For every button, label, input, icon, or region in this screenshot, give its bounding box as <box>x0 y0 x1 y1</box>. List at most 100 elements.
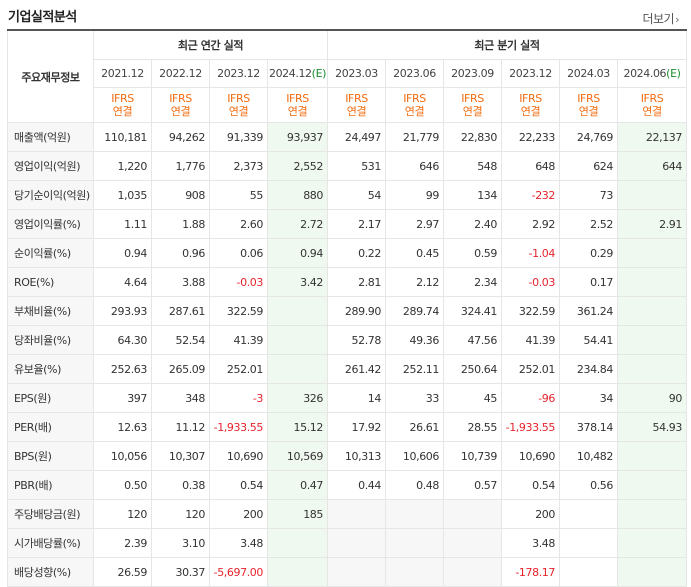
period-label: 2023.12 <box>217 67 260 80</box>
table-cell: 10,482 <box>559 441 618 471</box>
table-row: ROE(%) 4.64 3.88 -0.03 3.42 2.81 2.12 2.34 -0.03… <box>7 267 687 297</box>
row-label[interactable]: 영업이익(억원) <box>7 151 94 181</box>
row-label[interactable]: 유보율(%) <box>7 354 94 384</box>
table-cell: 33 <box>385 383 444 413</box>
table-cell <box>267 296 328 326</box>
row-label[interactable]: 순이익률(%) <box>7 238 94 268</box>
ifrs-label: IFRS <box>640 92 664 105</box>
table-cell: 0.29 <box>559 238 618 268</box>
table-cell: 0.56 <box>559 470 618 500</box>
table-cell: -5,697.00 <box>209 557 268 587</box>
table-cell: 45 <box>443 383 502 413</box>
table-cell: 548 <box>443 151 502 181</box>
group-header-row: 주요재무정보 최근 연간 실적 최근 분기 실적 <box>7 29 687 123</box>
period-label: 2023.03 <box>335 67 378 80</box>
table-cell <box>327 499 386 529</box>
row-label[interactable]: 시가배당률(%) <box>7 528 94 558</box>
table-row: 당기순이익(억원) 1,035 908 55 880 54 99 134 -232 73 <box>7 180 687 210</box>
row-label[interactable]: ROE(%) <box>7 267 94 297</box>
chevron-right-icon: › <box>675 13 679 26</box>
table-cell: 120 <box>151 499 210 529</box>
period-header: 2023.06 <box>385 59 444 88</box>
table-cell: 26.61 <box>385 412 444 442</box>
table-cell <box>617 528 687 558</box>
consolidated-label: 연결 <box>404 105 425 118</box>
table-cell: 252.11 <box>385 354 444 384</box>
period-header: 2024.12(E) <box>267 59 328 88</box>
row-label[interactable]: BPS(원) <box>7 441 94 471</box>
row-label[interactable]: EPS(원) <box>7 383 94 413</box>
table-cell: 4.64 <box>93 267 152 297</box>
table-cell: 0.48 <box>385 470 444 500</box>
table-cell: 200 <box>209 499 268 529</box>
table-cell <box>617 180 687 210</box>
financial-table: 주요재무정보 최근 연간 실적 최근 분기 실적 2021.12 2022.12 2… <box>7 29 687 587</box>
ifrs-label: IFRS <box>111 92 134 105</box>
table-cell: 0.50 <box>93 470 152 500</box>
table-cell: -178.17 <box>501 557 560 587</box>
table-cell: 64.30 <box>93 325 152 355</box>
table-cell: 0.96 <box>151 238 210 268</box>
table-cell: 2.39 <box>93 528 152 558</box>
table-cell: 0.47 <box>267 470 328 500</box>
consolidated-label: 연결 <box>170 105 191 118</box>
table-cell <box>385 528 444 558</box>
table-cell: 0.17 <box>559 267 618 297</box>
table-cell <box>385 557 444 587</box>
period-header: 2023.12 <box>209 59 268 88</box>
table-cell: -1,933.55 <box>209 412 268 442</box>
table-cell: 134 <box>443 180 502 210</box>
row-label[interactable]: 당기순이익(억원) <box>7 180 94 210</box>
estimate-mark: (E) <box>666 67 681 80</box>
more-link-label: 더보기 <box>642 12 675 26</box>
table-cell: 252.01 <box>209 354 268 384</box>
ifrs-header: IFRS 연결 <box>617 87 687 123</box>
table-cell: -1.04 <box>501 238 560 268</box>
table-cell: 252.01 <box>501 354 560 384</box>
period-label: 2023.09 <box>451 67 494 80</box>
table-cell: 0.94 <box>267 238 328 268</box>
more-link[interactable]: 더보기› <box>642 10 679 27</box>
ifrs-header: IFRS 연결 <box>501 87 560 123</box>
row-label[interactable]: 영업이익률(%) <box>7 209 94 239</box>
table-cell: 378.14 <box>559 412 618 442</box>
table-cell: 30.37 <box>151 557 210 587</box>
table-cell <box>267 557 328 587</box>
ifrs-header: IFRS 연결 <box>151 87 210 123</box>
ifrs-header: IFRS 연결 <box>327 87 386 123</box>
period-header-row: 2021.12 2022.12 2023.12 2024.12(E) 2023.03 20… <box>8 59 687 88</box>
table-cell: 54.41 <box>559 325 618 355</box>
table-cell <box>443 499 502 529</box>
table-row: PBR(배) 0.50 0.38 0.54 0.47 0.44 0.48 0.57 0.54 0.… <box>7 470 687 500</box>
period-header: 2023.03 <box>327 59 386 88</box>
row-label[interactable]: PBR(배) <box>7 470 94 500</box>
table-cell: 326 <box>267 383 328 413</box>
table-cell: 0.44 <box>327 470 386 500</box>
ifrs-header: IFRS 연결 <box>209 87 268 123</box>
table-cell: 624 <box>559 151 618 181</box>
table-cell: 185 <box>267 499 328 529</box>
table-cell: 3.88 <box>151 267 210 297</box>
row-label[interactable]: 부채비율(%) <box>7 296 94 326</box>
table-cell: 10,313 <box>327 441 386 471</box>
table-cell <box>327 528 386 558</box>
table-cell: 14 <box>327 383 386 413</box>
table-cell: 22,830 <box>443 122 502 152</box>
table-row: PER(배) 12.63 11.12 -1,933.55 15.12 17.92 26.61… <box>7 412 687 442</box>
period-label: 2021.12 <box>101 67 144 80</box>
row-label[interactable]: 당좌비율(%) <box>7 325 94 355</box>
row-label[interactable]: PER(배) <box>7 412 94 442</box>
table-cell: 2.17 <box>327 209 386 239</box>
row-label[interactable]: 매출액(억원) <box>7 122 94 152</box>
row-label[interactable]: 주당배당금(원) <box>7 499 94 529</box>
table-cell: 15.12 <box>267 412 328 442</box>
table-cell: 26.59 <box>93 557 152 587</box>
table-row: 매출액(억원) 110,181 94,262 91,339 93,937 24,497 21… <box>7 122 687 152</box>
table-cell: 880 <box>267 180 328 210</box>
table-cell: 234.84 <box>559 354 618 384</box>
table-cell: 21,779 <box>385 122 444 152</box>
table-cell: -1,933.55 <box>501 412 560 442</box>
table-cell: 10,690 <box>209 441 268 471</box>
row-label[interactable]: 배당성향(%) <box>7 557 94 587</box>
table-row: 당좌비율(%) 64.30 52.54 41.39 52.78 49.36 47.56 41.… <box>7 325 687 355</box>
